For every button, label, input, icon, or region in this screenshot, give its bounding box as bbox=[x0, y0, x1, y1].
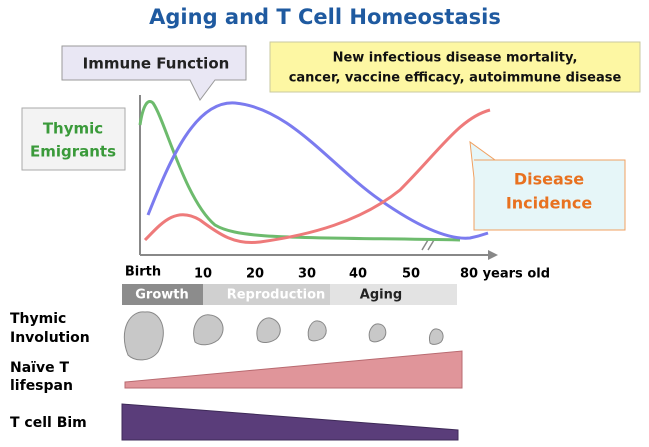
x-label: 80 years old bbox=[460, 267, 550, 282]
title: Aging and T Cell Homeostasis bbox=[149, 5, 501, 29]
x-label: 40 bbox=[349, 267, 367, 282]
x-label: Birth bbox=[125, 265, 161, 280]
mortality-box bbox=[269, 41, 641, 93]
lifespan-wedge bbox=[124, 350, 463, 389]
phase-label: Reproduction bbox=[227, 288, 326, 303]
axis-break bbox=[421, 239, 435, 251]
disease-curve bbox=[143, 108, 491, 245]
x-label: 50 bbox=[402, 267, 420, 282]
row-label: T cell Bim bbox=[10, 415, 87, 431]
axis-arrow bbox=[488, 250, 498, 260]
emigrants-label: Emigrants bbox=[30, 143, 116, 161]
row-label: Thymic bbox=[10, 311, 66, 327]
disease-callout bbox=[469, 140, 626, 231]
immune-curve bbox=[146, 101, 489, 240]
x-label: 20 bbox=[246, 267, 264, 282]
x-label: 30 bbox=[298, 267, 316, 282]
emigrants-curve bbox=[138, 100, 461, 242]
mortality-line: New infectious disease mortality, bbox=[333, 51, 578, 66]
immune-callout bbox=[61, 45, 247, 101]
phase-label: Growth bbox=[135, 288, 189, 303]
phase-aging bbox=[330, 284, 457, 305]
bim-wedge bbox=[121, 403, 459, 441]
emigrants-box bbox=[21, 107, 126, 171]
phase-label: Aging bbox=[360, 288, 402, 303]
mortality-line: cancer, vaccine efficacy, autoimmune dis… bbox=[289, 71, 622, 86]
disease-label: Incidence bbox=[506, 194, 592, 213]
row-label: lifespan bbox=[10, 378, 73, 394]
thymus-icons bbox=[123, 311, 444, 361]
row-label: Involution bbox=[10, 330, 90, 346]
disease-label: Disease bbox=[514, 170, 584, 189]
x-label: 10 bbox=[194, 267, 212, 282]
phase-growth bbox=[122, 284, 203, 305]
immune-label: Immune Function bbox=[83, 55, 230, 73]
phase-reproduction bbox=[203, 284, 330, 305]
emigrants-label: Thymic bbox=[43, 120, 103, 138]
row-label: Naïve T bbox=[10, 360, 69, 376]
